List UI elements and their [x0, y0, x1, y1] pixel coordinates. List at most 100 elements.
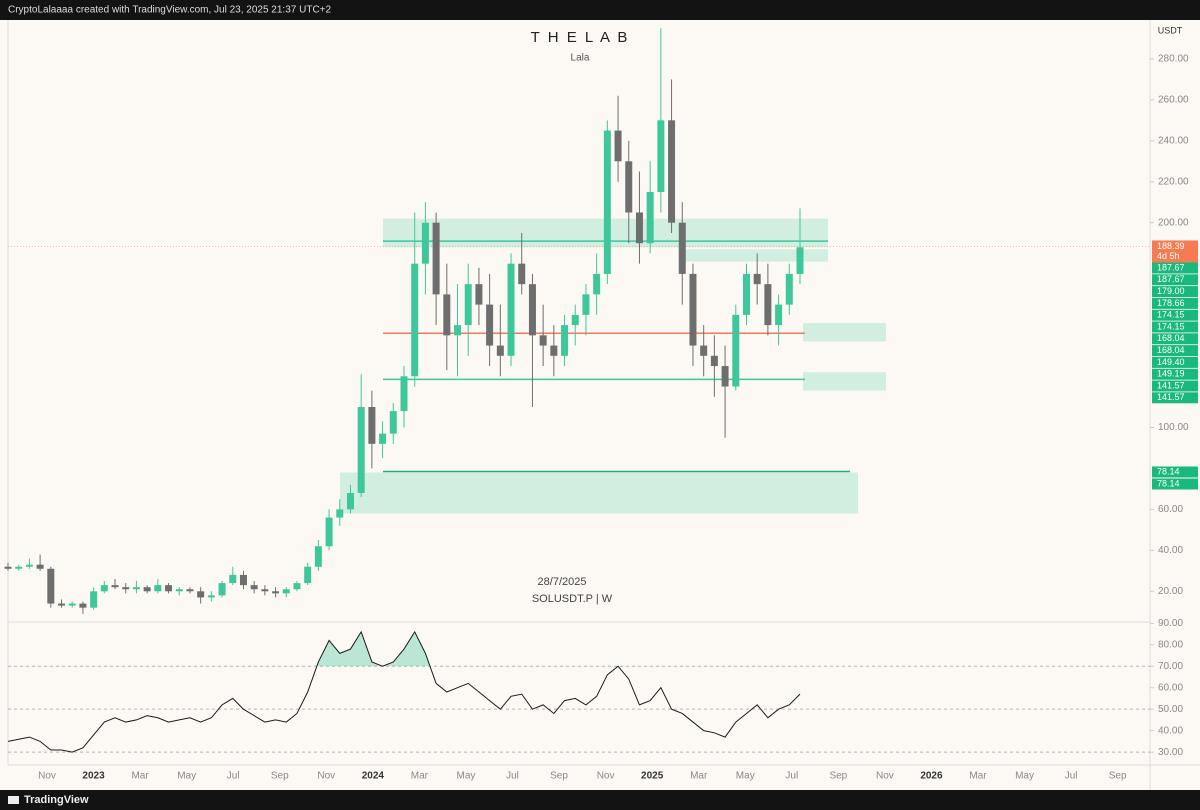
candle-body: [678, 222, 686, 274]
candle-body: [175, 589, 183, 592]
y-tick-label: 260.00: [1158, 94, 1189, 105]
candle-body: [25, 564, 33, 567]
zone: [803, 372, 886, 391]
price-tag-label: 149.40: [1157, 357, 1185, 367]
candle-body: [700, 345, 708, 356]
candle-body: [753, 273, 761, 285]
y-tick-label: 280.00: [1158, 54, 1189, 65]
price-tag: [1152, 356, 1198, 368]
candle-body: [593, 273, 601, 295]
candle-body: [582, 294, 590, 315]
candle-body: [314, 546, 322, 567]
candle-body: [207, 595, 215, 598]
candle-body: [282, 589, 290, 594]
price-tag-label: 78.14: [1157, 466, 1180, 476]
x-tick-label: 2024: [362, 771, 385, 782]
candle-body: [229, 574, 237, 584]
zone: [683, 249, 828, 262]
y-tick-label: 60.00: [1158, 504, 1183, 515]
x-tick-label: Sep: [550, 771, 568, 782]
chart-subtitle: Lala: [571, 53, 590, 64]
candle-body: [132, 587, 140, 590]
candle-body: [539, 335, 547, 346]
candle-body: [304, 566, 312, 584]
y-tick-label: 240.00: [1158, 135, 1189, 146]
price-tag: [1152, 368, 1198, 380]
x-tick-label: Nov: [876, 771, 894, 782]
candle-body: [507, 263, 515, 356]
candle-body: [143, 587, 151, 592]
top-bar: [0, 0, 1200, 20]
countdown: 4d 5h: [1157, 251, 1180, 261]
x-tick-label: May: [177, 771, 196, 782]
x-tick-label: Jul: [1065, 771, 1078, 782]
candle-body: [36, 564, 44, 569]
price-tag: [1152, 321, 1198, 333]
candle-body: [550, 345, 558, 356]
candle-body: [646, 192, 654, 244]
candle-body: [90, 591, 98, 608]
y-tick-label: 40.00: [1158, 725, 1183, 736]
price-tag: [1152, 466, 1198, 478]
price-tag-label: 174.15: [1157, 321, 1185, 331]
candle-body: [443, 294, 451, 336]
candle-body: [614, 130, 622, 162]
last-price-tag: [1152, 240, 1198, 263]
x-tick-label: May: [456, 771, 475, 782]
candle-body: [68, 603, 76, 606]
price-tag: [1152, 392, 1198, 404]
candle-body: [58, 603, 66, 606]
price-tag-label: 168.04: [1157, 345, 1185, 355]
candle-body: [346, 493, 354, 510]
x-tick-label: May: [736, 771, 755, 782]
candle-body: [165, 585, 173, 592]
candle-body: [111, 585, 119, 588]
candle-body: [400, 376, 408, 412]
candle-body: [293, 583, 301, 590]
candle-body: [464, 284, 472, 326]
y-tick-label: 90.00: [1158, 618, 1183, 629]
chart-title: T H E L A B: [531, 29, 630, 46]
candle-body: [122, 587, 130, 590]
x-tick-label: 2023: [82, 771, 105, 782]
y-tick-label: 40.00: [1158, 545, 1183, 556]
price-tag: [1152, 286, 1198, 298]
candle-body: [421, 222, 429, 264]
annotation: SOLUSDT.P | W: [532, 593, 613, 605]
zone: [340, 472, 858, 514]
x-tick-label: Nov: [597, 771, 615, 782]
candle-body: [496, 345, 504, 356]
price-tag-label: 149.19: [1157, 369, 1185, 379]
x-tick-label: May: [1015, 771, 1034, 782]
price-tag-label: 78.14: [1157, 478, 1180, 488]
price-tag-label: 168.04: [1157, 333, 1185, 343]
candle-body: [368, 407, 376, 444]
candle-body: [603, 130, 611, 274]
annotation: 28/7/2025: [538, 576, 587, 588]
price-tag: [1152, 262, 1198, 274]
x-tick-label: Mar: [411, 771, 429, 782]
price-tag: [1152, 345, 1198, 357]
candle-body: [475, 284, 483, 305]
candle-body: [250, 585, 258, 590]
candle-body: [239, 574, 247, 586]
candle-body: [411, 263, 419, 377]
candle-body: [518, 263, 526, 285]
x-tick-label: Mar: [690, 771, 708, 782]
zone: [803, 323, 886, 342]
candle-body: [389, 411, 397, 434]
y-tick-label: 70.00: [1158, 661, 1183, 672]
candle-body: [668, 120, 676, 223]
candle-body: [721, 366, 729, 387]
price-tag: [1152, 309, 1198, 321]
price-tag: [1152, 297, 1198, 309]
candle-body: [561, 325, 569, 356]
price-tag: [1152, 380, 1198, 392]
candle-body: [635, 212, 643, 244]
price-tag-label: 179.00: [1157, 286, 1185, 296]
price-tag: [1152, 333, 1198, 345]
y-tick-label: 30.00: [1158, 747, 1183, 758]
candle-body: [710, 355, 718, 367]
